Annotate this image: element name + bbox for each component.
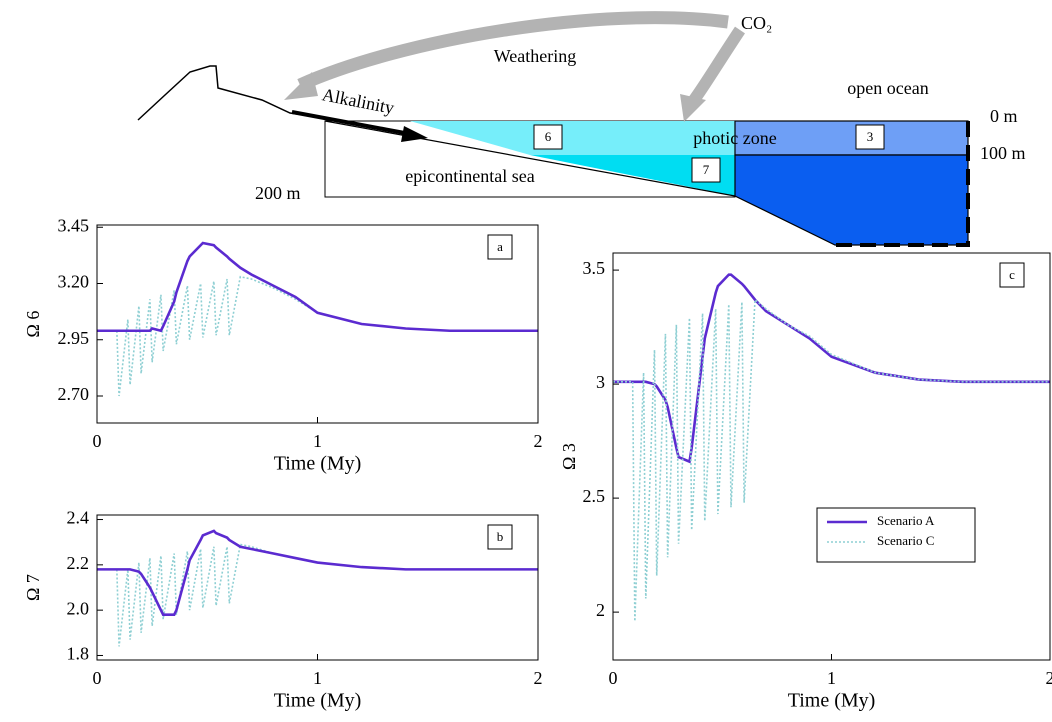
y-axis-label: Ω 6	[23, 311, 43, 338]
x-tick-label: 2	[534, 668, 543, 688]
series-line	[97, 275, 538, 397]
y-tick-label: 2.0	[67, 598, 90, 618]
panel-box	[999, 262, 1025, 288]
y-tick-label: 2.4	[67, 508, 90, 528]
y-tick-label: 3	[596, 372, 605, 392]
panel-label: b	[497, 529, 504, 544]
series-line	[613, 298, 1050, 622]
co2-label: CO₂	[741, 13, 772, 33]
alkalinity-arrow	[291, 110, 411, 136]
epicontinental-label: epicontinental sea	[405, 166, 534, 186]
legend-box	[816, 507, 976, 563]
weathering-arrow	[297, 11, 729, 91]
y-tick-label: 2.5	[583, 486, 606, 506]
zone-7	[530, 155, 735, 196]
photic-zone-label: photic zone	[693, 128, 776, 148]
ocean-boundary	[835, 121, 970, 247]
alkalinity-label: Alkalinity	[320, 84, 395, 118]
shelf-slope	[324, 120, 736, 197]
zone-3	[734, 120, 969, 156]
panel-label: c	[1009, 267, 1015, 282]
deep-ocean	[734, 154, 969, 246]
y-tick-label: 2	[596, 600, 605, 620]
x-tick-label: 2	[534, 431, 543, 451]
y-tick-label: 2.70	[58, 384, 90, 404]
x-axis-label: Time (My)	[274, 690, 362, 712]
depth-label: 200 m	[255, 183, 301, 203]
weathering-label: Weathering	[494, 46, 577, 66]
x-tick-label: 1	[827, 668, 836, 688]
y-tick-label: 1.8	[67, 644, 90, 664]
y-tick-label: 3.45	[58, 215, 90, 235]
x-tick-label: 0	[609, 668, 618, 688]
arrowhead	[680, 94, 706, 122]
land-profile	[137, 65, 326, 121]
y-axis-label: Ω 7	[23, 574, 43, 601]
schematic: 6 7 3 CO₂ Weathering Alkalinity open oce…	[137, 11, 1026, 247]
depth-label: 0 m	[990, 106, 1018, 126]
panel-box	[487, 234, 513, 260]
x-tick-label: 1	[313, 668, 322, 688]
zone-6	[410, 121, 735, 155]
box-6	[533, 124, 563, 150]
x-tick-label: 1	[313, 431, 322, 451]
legend-label: Scenario C	[877, 533, 934, 548]
series-line	[97, 241, 538, 333]
box-label: 3	[867, 129, 874, 144]
x-axis-label: Time (My)	[788, 690, 876, 712]
box-label: 6	[545, 129, 552, 144]
x-axis-label: Time (My)	[274, 453, 362, 475]
x-tick-label: 0	[93, 668, 102, 688]
box-3	[855, 124, 885, 150]
arrowhead	[401, 126, 428, 142]
panel-box	[487, 524, 513, 550]
arrowhead	[284, 72, 318, 100]
box-label: 7	[703, 162, 710, 177]
box-7	[691, 157, 721, 183]
series-line	[613, 273, 1050, 464]
legend-label: Scenario A	[877, 513, 935, 528]
plot-frame	[96, 514, 539, 661]
y-tick-label: 3.5	[583, 258, 606, 278]
depth-label: 100 m	[980, 143, 1026, 163]
co2-arrow	[689, 26, 745, 104]
series-line	[97, 543, 538, 647]
x-tick-label: 0	[93, 431, 102, 451]
y-axis-label: Ω 3	[559, 443, 579, 470]
y-tick-label: 2.95	[58, 328, 90, 348]
panel-label: a	[497, 239, 503, 254]
series-line	[97, 529, 538, 616]
y-tick-label: 2.2	[67, 553, 90, 573]
open-ocean-label: open ocean	[847, 78, 928, 98]
y-tick-label: 3.20	[58, 272, 90, 292]
x-tick-label: 2	[1046, 668, 1052, 688]
